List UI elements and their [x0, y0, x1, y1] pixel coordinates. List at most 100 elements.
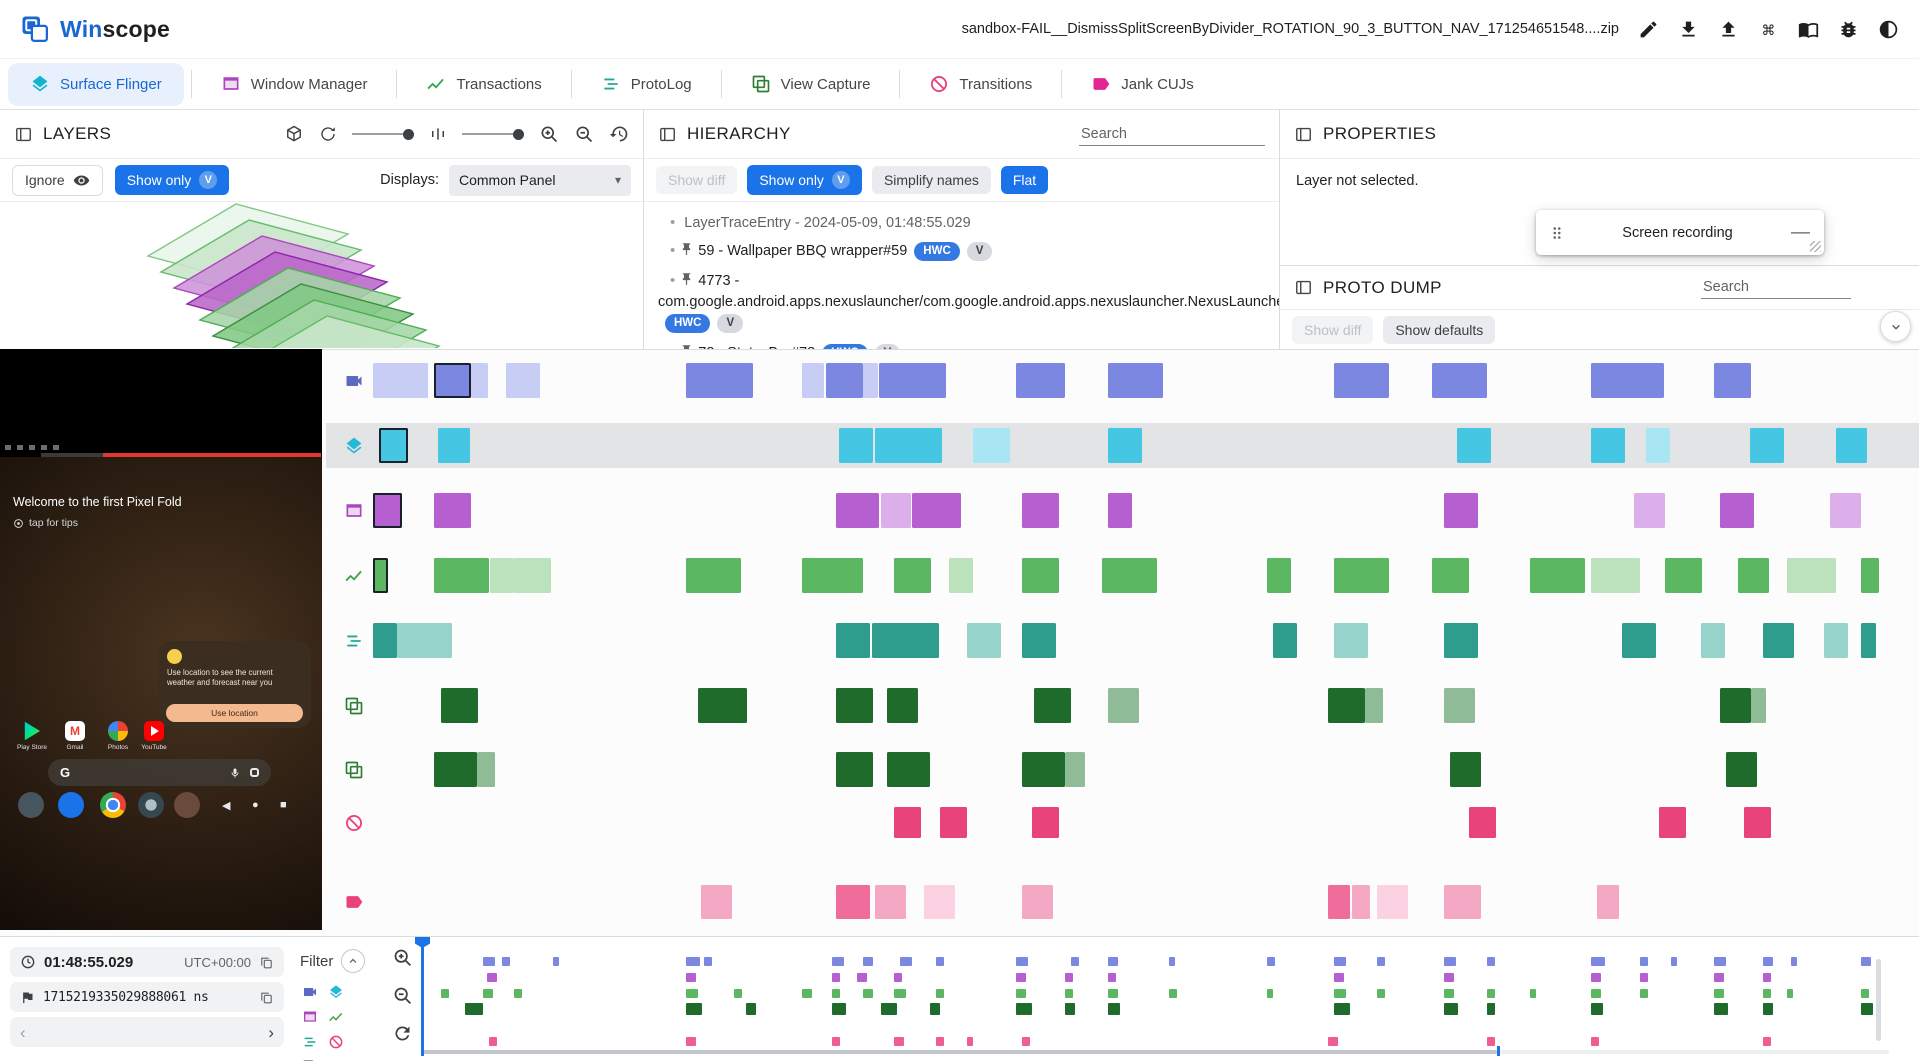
trace-block[interactable] [434, 493, 471, 528]
trace-block[interactable] [373, 493, 402, 528]
trace-block[interactable] [373, 558, 388, 593]
trace-block[interactable] [1634, 493, 1665, 528]
trace-block[interactable] [1102, 558, 1157, 593]
trace-block[interactable] [686, 363, 753, 398]
trace-block[interactable] [894, 558, 931, 593]
trace-block[interactable] [1450, 752, 1481, 787]
trace-block[interactable] [1032, 807, 1059, 838]
trace-block[interactable] [836, 752, 873, 787]
pin-icon[interactable] [679, 242, 694, 257]
trace-block[interactable] [373, 363, 428, 398]
rotation-slider[interactable] [352, 128, 414, 140]
timeline-cursor[interactable] [421, 937, 424, 1056]
trace-block[interactable] [1720, 493, 1754, 528]
trace-block[interactable] [839, 428, 873, 463]
layer-spacing-slider[interactable] [462, 128, 524, 140]
trace-block[interactable] [1701, 623, 1725, 658]
tab-jank-cujs[interactable]: Jank CUJs [1069, 63, 1216, 106]
trace-block[interactable] [924, 885, 955, 919]
trace-block[interactable] [1108, 363, 1163, 398]
trace-block[interactable] [1591, 558, 1640, 593]
proto-dump-search-input[interactable]: Search [1701, 276, 1851, 299]
edit-icon[interactable] [1638, 19, 1659, 40]
trace-block[interactable] [875, 885, 906, 919]
3d-cube-icon[interactable] [284, 124, 304, 144]
zoom-out-icon[interactable] [574, 124, 594, 144]
trace-block[interactable] [881, 493, 911, 528]
timeline-zoom-in-icon[interactable] [392, 947, 413, 968]
trace-block[interactable] [1720, 688, 1751, 723]
trace-block[interactable] [863, 363, 878, 398]
trace-block[interactable] [836, 885, 870, 919]
trace-block[interactable] [1738, 558, 1769, 593]
displays-select[interactable]: Common Panel ▾ [449, 164, 631, 196]
trace-block[interactable] [879, 363, 946, 398]
trace-block[interactable] [1591, 428, 1625, 463]
trace-block[interactable] [1022, 558, 1059, 593]
trace-block[interactable] [1444, 623, 1478, 658]
zoom-in-icon[interactable] [539, 124, 559, 144]
trace-block[interactable] [1597, 885, 1619, 919]
trace-block[interactable] [1787, 558, 1836, 593]
drag-handle-icon[interactable] [1548, 224, 1566, 242]
upload-icon[interactable] [1718, 19, 1739, 40]
trace-block[interactable] [973, 428, 1010, 463]
download-icon[interactable] [1678, 19, 1699, 40]
trace-block[interactable] [1457, 428, 1491, 463]
bug-report-icon[interactable] [1838, 19, 1859, 40]
hierarchy-search-input[interactable]: Search [1079, 123, 1265, 146]
trace-block[interactable] [1861, 558, 1879, 593]
trace-block[interactable] [1377, 885, 1408, 919]
trace-block[interactable] [1365, 688, 1383, 723]
tab-surface-flinger[interactable]: Surface Flinger [8, 62, 184, 106]
trace-block[interactable] [1830, 493, 1861, 528]
proto-show-diff-button[interactable]: Show diff [1292, 315, 1374, 344]
tree-node[interactable]: • 59 - Wallpaper BBQ wrapper#59 HWC V [658, 236, 1267, 266]
trace-block[interactable] [940, 807, 967, 838]
trace-block[interactable] [1267, 558, 1291, 593]
videocam-icon[interactable] [302, 984, 318, 1000]
window-icon[interactable] [302, 1009, 318, 1025]
tab-view-capture[interactable]: View Capture [729, 63, 893, 106]
simplify-names-button[interactable]: Simplify names [871, 166, 991, 194]
trace-block[interactable] [1328, 885, 1350, 919]
trace-block[interactable] [1108, 428, 1142, 463]
flat-button[interactable]: Flat [1000, 166, 1049, 194]
trace-block[interactable] [1352, 885, 1370, 919]
trace-block[interactable] [949, 558, 973, 593]
reset-view-icon[interactable] [609, 124, 629, 144]
trace-block[interactable] [686, 558, 741, 593]
show-only-button[interactable]: Show only V [114, 165, 230, 195]
trace-block[interactable] [1334, 623, 1368, 658]
trace-block[interactable] [1022, 623, 1056, 658]
trace-block[interactable] [912, 493, 961, 528]
layers-icon[interactable] [328, 984, 344, 1000]
trace-block[interactable] [836, 688, 873, 723]
trace-block[interactable] [506, 363, 540, 398]
trace-block[interactable] [434, 558, 489, 593]
trace-block[interactable] [826, 363, 863, 398]
trace-block[interactable] [1750, 428, 1784, 463]
trace-block[interactable] [490, 558, 514, 593]
trace-block[interactable] [967, 623, 1001, 658]
tab-transitions[interactable]: Transitions [907, 63, 1054, 106]
pin-icon[interactable] [679, 344, 694, 349]
trace-block[interactable] [1726, 752, 1757, 787]
copy-icon[interactable] [259, 990, 274, 1005]
trace-block[interactable] [1591, 363, 1664, 398]
ignore-button[interactable]: Ignore [12, 164, 103, 196]
tab-window-manager[interactable]: Window Manager [199, 63, 390, 106]
trace-block[interactable] [1432, 363, 1487, 398]
transactions-icon[interactable] [328, 1009, 344, 1025]
trace-block[interactable] [802, 558, 863, 593]
trace-block[interactable] [1108, 493, 1132, 528]
trace-block[interactable] [1034, 688, 1071, 723]
trace-block[interactable] [1744, 807, 1771, 838]
trace-block[interactable] [477, 752, 495, 787]
resize-grip[interactable] [1810, 241, 1821, 252]
layer-separation-icon[interactable] [429, 125, 447, 143]
trace-block[interactable] [1444, 493, 1478, 528]
trace-block[interactable] [1646, 428, 1670, 463]
timestamp-scroll[interactable]: ‹ › [10, 1017, 284, 1047]
trace-block[interactable] [438, 428, 470, 463]
